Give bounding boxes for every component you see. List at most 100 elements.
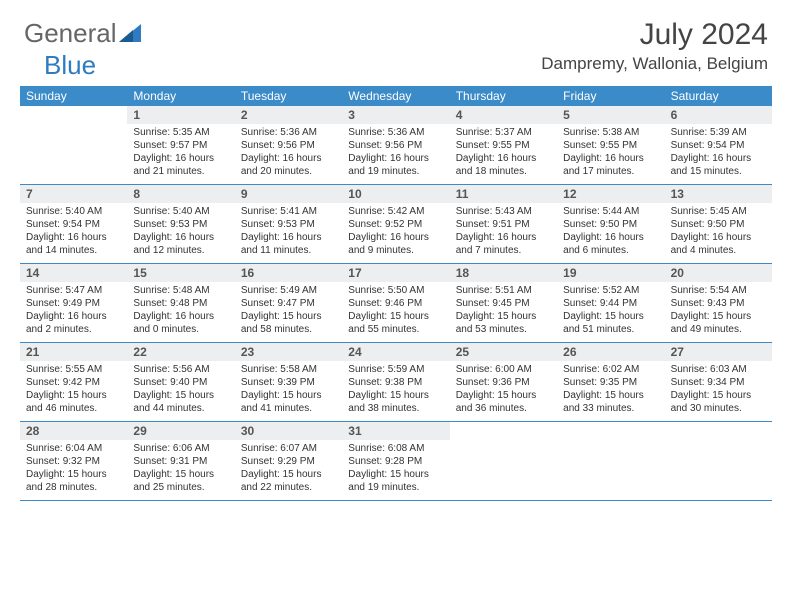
day-cell: 14Sunrise: 5:47 AMSunset: 9:49 PMDayligh… xyxy=(20,264,127,342)
day-info: Sunrise: 5:39 AMSunset: 9:54 PMDaylight:… xyxy=(665,124,772,182)
day-info: Sunrise: 5:44 AMSunset: 9:50 PMDaylight:… xyxy=(557,203,664,261)
day-number: 11 xyxy=(450,185,557,203)
day-cell: 13Sunrise: 5:45 AMSunset: 9:50 PMDayligh… xyxy=(665,185,772,263)
weekday-header-row: SundayMondayTuesdayWednesdayThursdayFrid… xyxy=(20,86,772,106)
day-cell: 12Sunrise: 5:44 AMSunset: 9:50 PMDayligh… xyxy=(557,185,664,263)
day-info: Sunrise: 5:35 AMSunset: 9:57 PMDaylight:… xyxy=(127,124,234,182)
header: General July 2024 Dampremy, Wallonia, Be… xyxy=(0,0,792,82)
day-number: 8 xyxy=(127,185,234,203)
week-row: 14Sunrise: 5:47 AMSunset: 9:49 PMDayligh… xyxy=(20,264,772,343)
day-cell xyxy=(557,422,664,500)
day-number: 24 xyxy=(342,343,449,361)
day-info: Sunrise: 6:03 AMSunset: 9:34 PMDaylight:… xyxy=(665,361,772,419)
day-cell: 26Sunrise: 6:02 AMSunset: 9:35 PMDayligh… xyxy=(557,343,664,421)
day-cell: 29Sunrise: 6:06 AMSunset: 9:31 PMDayligh… xyxy=(127,422,234,500)
empty-day xyxy=(557,422,664,440)
day-number: 30 xyxy=(235,422,342,440)
day-info: Sunrise: 6:02 AMSunset: 9:35 PMDaylight:… xyxy=(557,361,664,419)
week-row: 1Sunrise: 5:35 AMSunset: 9:57 PMDaylight… xyxy=(20,106,772,185)
day-cell: 4Sunrise: 5:37 AMSunset: 9:55 PMDaylight… xyxy=(450,106,557,184)
title-block: July 2024 Dampremy, Wallonia, Belgium xyxy=(541,18,768,74)
day-cell: 8Sunrise: 5:40 AMSunset: 9:53 PMDaylight… xyxy=(127,185,234,263)
day-number: 4 xyxy=(450,106,557,124)
logo: General xyxy=(24,18,143,49)
day-number: 13 xyxy=(665,185,772,203)
day-cell: 16Sunrise: 5:49 AMSunset: 9:47 PMDayligh… xyxy=(235,264,342,342)
day-info: Sunrise: 6:06 AMSunset: 9:31 PMDaylight:… xyxy=(127,440,234,498)
day-cell: 30Sunrise: 6:07 AMSunset: 9:29 PMDayligh… xyxy=(235,422,342,500)
day-cell: 2Sunrise: 5:36 AMSunset: 9:56 PMDaylight… xyxy=(235,106,342,184)
day-number: 1 xyxy=(127,106,234,124)
day-info: Sunrise: 5:52 AMSunset: 9:44 PMDaylight:… xyxy=(557,282,664,340)
day-cell: 6Sunrise: 5:39 AMSunset: 9:54 PMDaylight… xyxy=(665,106,772,184)
day-number: 17 xyxy=(342,264,449,282)
day-cell: 7Sunrise: 5:40 AMSunset: 9:54 PMDaylight… xyxy=(20,185,127,263)
week-row: 21Sunrise: 5:55 AMSunset: 9:42 PMDayligh… xyxy=(20,343,772,422)
day-cell: 9Sunrise: 5:41 AMSunset: 9:53 PMDaylight… xyxy=(235,185,342,263)
calendar: SundayMondayTuesdayWednesdayThursdayFrid… xyxy=(20,86,772,501)
day-number: 23 xyxy=(235,343,342,361)
day-number: 2 xyxy=(235,106,342,124)
day-cell xyxy=(450,422,557,500)
day-info: Sunrise: 5:54 AMSunset: 9:43 PMDaylight:… xyxy=(665,282,772,340)
day-number: 31 xyxy=(342,422,449,440)
day-number: 21 xyxy=(20,343,127,361)
day-info: Sunrise: 5:50 AMSunset: 9:46 PMDaylight:… xyxy=(342,282,449,340)
day-info: Sunrise: 5:37 AMSunset: 9:55 PMDaylight:… xyxy=(450,124,557,182)
day-info: Sunrise: 5:55 AMSunset: 9:42 PMDaylight:… xyxy=(20,361,127,419)
day-number: 16 xyxy=(235,264,342,282)
day-number: 9 xyxy=(235,185,342,203)
day-cell: 31Sunrise: 6:08 AMSunset: 9:28 PMDayligh… xyxy=(342,422,449,500)
day-cell: 3Sunrise: 5:36 AMSunset: 9:56 PMDaylight… xyxy=(342,106,449,184)
logo-text-blue: Blue xyxy=(44,50,96,81)
day-info: Sunrise: 6:07 AMSunset: 9:29 PMDaylight:… xyxy=(235,440,342,498)
month-title: July 2024 xyxy=(541,18,768,52)
day-cell: 22Sunrise: 5:56 AMSunset: 9:40 PMDayligh… xyxy=(127,343,234,421)
day-cell: 24Sunrise: 5:59 AMSunset: 9:38 PMDayligh… xyxy=(342,343,449,421)
day-info: Sunrise: 5:40 AMSunset: 9:54 PMDaylight:… xyxy=(20,203,127,261)
day-cell: 11Sunrise: 5:43 AMSunset: 9:51 PMDayligh… xyxy=(450,185,557,263)
day-info: Sunrise: 6:00 AMSunset: 9:36 PMDaylight:… xyxy=(450,361,557,419)
day-number: 27 xyxy=(665,343,772,361)
day-cell: 28Sunrise: 6:04 AMSunset: 9:32 PMDayligh… xyxy=(20,422,127,500)
day-info: Sunrise: 5:42 AMSunset: 9:52 PMDaylight:… xyxy=(342,203,449,261)
day-cell: 17Sunrise: 5:50 AMSunset: 9:46 PMDayligh… xyxy=(342,264,449,342)
logo-triangle-icon xyxy=(119,18,141,49)
day-info: Sunrise: 5:45 AMSunset: 9:50 PMDaylight:… xyxy=(665,203,772,261)
week-row: 28Sunrise: 6:04 AMSunset: 9:32 PMDayligh… xyxy=(20,422,772,501)
day-number: 20 xyxy=(665,264,772,282)
day-number: 22 xyxy=(127,343,234,361)
day-info: Sunrise: 5:47 AMSunset: 9:49 PMDaylight:… xyxy=(20,282,127,340)
day-cell: 27Sunrise: 6:03 AMSunset: 9:34 PMDayligh… xyxy=(665,343,772,421)
day-cell: 15Sunrise: 5:48 AMSunset: 9:48 PMDayligh… xyxy=(127,264,234,342)
weekday-header: Wednesday xyxy=(342,86,449,106)
day-number: 7 xyxy=(20,185,127,203)
day-number: 29 xyxy=(127,422,234,440)
day-info: Sunrise: 5:36 AMSunset: 9:56 PMDaylight:… xyxy=(235,124,342,182)
day-info: Sunrise: 5:40 AMSunset: 9:53 PMDaylight:… xyxy=(127,203,234,261)
location-label: Dampremy, Wallonia, Belgium xyxy=(541,54,768,74)
day-number: 18 xyxy=(450,264,557,282)
day-info: Sunrise: 5:56 AMSunset: 9:40 PMDaylight:… xyxy=(127,361,234,419)
weekday-header: Friday xyxy=(557,86,664,106)
day-number: 15 xyxy=(127,264,234,282)
day-info: Sunrise: 5:38 AMSunset: 9:55 PMDaylight:… xyxy=(557,124,664,182)
day-number: 28 xyxy=(20,422,127,440)
day-cell: 19Sunrise: 5:52 AMSunset: 9:44 PMDayligh… xyxy=(557,264,664,342)
day-info: Sunrise: 5:41 AMSunset: 9:53 PMDaylight:… xyxy=(235,203,342,261)
day-number: 19 xyxy=(557,264,664,282)
day-cell: 23Sunrise: 5:58 AMSunset: 9:39 PMDayligh… xyxy=(235,343,342,421)
day-cell xyxy=(665,422,772,500)
day-number: 5 xyxy=(557,106,664,124)
day-info: Sunrise: 5:58 AMSunset: 9:39 PMDaylight:… xyxy=(235,361,342,419)
day-number: 12 xyxy=(557,185,664,203)
day-cell: 20Sunrise: 5:54 AMSunset: 9:43 PMDayligh… xyxy=(665,264,772,342)
day-cell: 5Sunrise: 5:38 AMSunset: 9:55 PMDaylight… xyxy=(557,106,664,184)
day-number: 14 xyxy=(20,264,127,282)
day-info: Sunrise: 5:49 AMSunset: 9:47 PMDaylight:… xyxy=(235,282,342,340)
day-info: Sunrise: 6:04 AMSunset: 9:32 PMDaylight:… xyxy=(20,440,127,498)
day-number: 3 xyxy=(342,106,449,124)
day-cell: 25Sunrise: 6:00 AMSunset: 9:36 PMDayligh… xyxy=(450,343,557,421)
logo-text-general: General xyxy=(24,18,117,49)
day-info: Sunrise: 6:08 AMSunset: 9:28 PMDaylight:… xyxy=(342,440,449,498)
